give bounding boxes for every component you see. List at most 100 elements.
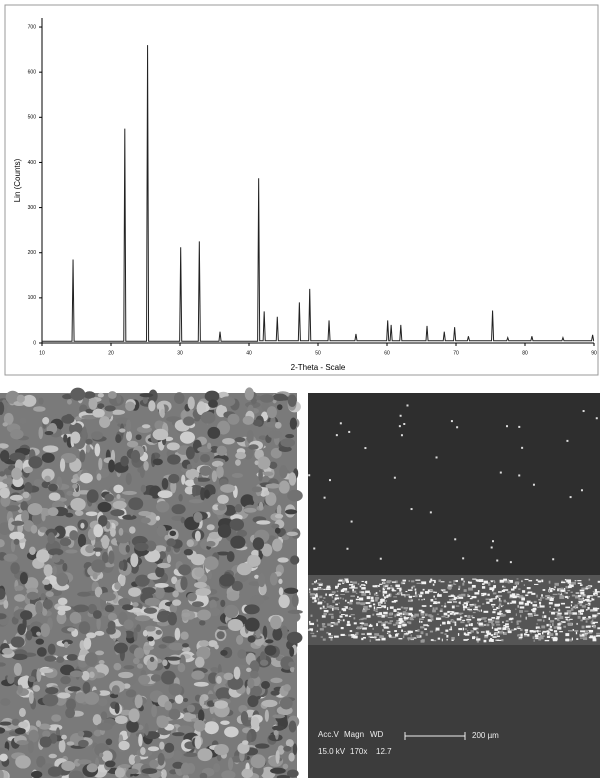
speckle xyxy=(492,611,496,614)
speckle xyxy=(488,639,494,642)
grain xyxy=(258,468,263,482)
speckle xyxy=(367,615,370,617)
grain xyxy=(271,523,280,529)
speckle xyxy=(368,624,373,627)
grain xyxy=(174,627,181,641)
grain xyxy=(108,459,115,473)
speckle xyxy=(404,595,406,598)
speckle xyxy=(564,579,567,581)
grain xyxy=(48,492,61,501)
grain xyxy=(234,503,243,513)
grain xyxy=(208,596,220,602)
speckle xyxy=(472,603,477,606)
speckle xyxy=(338,619,342,622)
speckle xyxy=(471,595,477,599)
grain xyxy=(148,400,156,412)
speckle xyxy=(340,633,345,637)
grain xyxy=(26,591,39,600)
speckle xyxy=(509,561,512,564)
grain xyxy=(147,636,154,642)
speckle xyxy=(316,593,318,596)
grain xyxy=(147,746,160,752)
speckle xyxy=(394,580,398,584)
speckle xyxy=(566,579,572,583)
grain xyxy=(17,623,26,636)
speckle xyxy=(356,602,362,605)
grain xyxy=(145,625,156,632)
grain xyxy=(204,489,210,499)
grain xyxy=(172,590,179,598)
speckle xyxy=(581,587,586,590)
grain xyxy=(77,759,92,765)
speckle xyxy=(492,636,497,638)
speckle xyxy=(386,587,391,590)
speckle xyxy=(450,619,453,623)
speckle xyxy=(528,614,534,617)
grain xyxy=(45,687,59,695)
grain xyxy=(0,401,5,415)
speckle xyxy=(510,621,513,623)
grain xyxy=(128,497,144,511)
speckle xyxy=(375,608,378,611)
speckle xyxy=(558,589,562,592)
y-tick-label: 700 xyxy=(28,24,37,30)
grain xyxy=(110,509,125,517)
speckle xyxy=(535,626,540,629)
grain xyxy=(110,409,126,415)
speckle xyxy=(407,612,413,616)
grain xyxy=(267,430,283,439)
speckle xyxy=(395,633,400,635)
speckle xyxy=(560,591,562,594)
grain xyxy=(39,736,52,748)
speckle xyxy=(466,618,472,621)
speckle xyxy=(373,593,376,596)
grain xyxy=(149,656,155,662)
speckle xyxy=(381,605,387,608)
grain xyxy=(65,549,78,554)
speckle xyxy=(342,580,346,584)
grain xyxy=(63,641,69,648)
speckle xyxy=(518,637,523,640)
grain xyxy=(67,686,81,692)
grain xyxy=(159,741,165,750)
speckle xyxy=(435,607,438,610)
grain xyxy=(194,735,202,750)
grain xyxy=(42,416,50,425)
grain xyxy=(242,740,249,745)
speckle xyxy=(410,508,413,511)
grain xyxy=(100,711,108,721)
speckle xyxy=(421,610,425,614)
speckle xyxy=(541,632,544,635)
speckle xyxy=(381,629,385,632)
speckle xyxy=(370,636,375,639)
speckle xyxy=(569,615,571,617)
speckle xyxy=(591,621,596,625)
speckle xyxy=(361,633,365,635)
speckle xyxy=(499,579,504,583)
speckle xyxy=(592,614,597,618)
grain xyxy=(88,397,98,410)
grain xyxy=(191,670,205,680)
grain xyxy=(235,451,247,460)
speckle xyxy=(433,591,435,593)
speckle xyxy=(523,596,525,598)
speckle xyxy=(507,602,510,605)
speckle xyxy=(557,612,562,615)
grain xyxy=(62,393,73,400)
grain xyxy=(265,492,277,506)
grain xyxy=(289,646,295,657)
speckle xyxy=(548,580,551,584)
speckle xyxy=(317,582,323,585)
speckle xyxy=(451,605,455,609)
grain xyxy=(244,387,254,401)
speckle xyxy=(386,632,389,634)
speckle xyxy=(549,633,554,637)
speckle xyxy=(597,612,600,615)
grain xyxy=(108,550,115,565)
speckle xyxy=(553,626,557,629)
grain xyxy=(282,763,289,770)
sem-label: Acc.V xyxy=(318,730,340,739)
grain xyxy=(9,494,23,501)
speckle xyxy=(472,578,477,580)
speckle xyxy=(521,597,525,601)
